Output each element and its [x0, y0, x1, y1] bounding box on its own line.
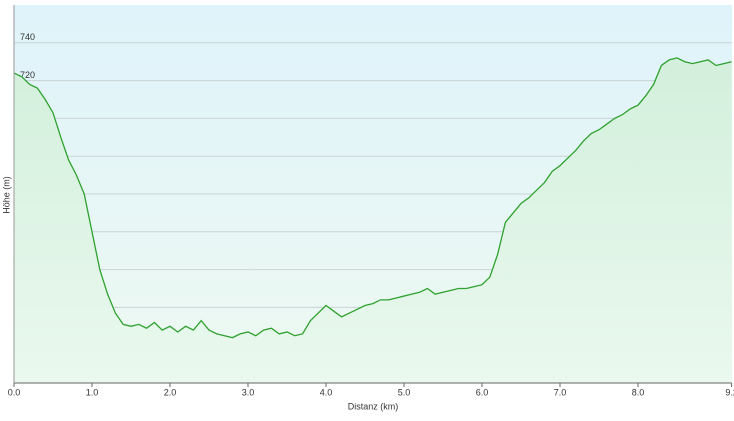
x-tick-label: 3.0 [242, 387, 255, 397]
x-tick-label: 9.2 [725, 387, 734, 397]
y-tick-label: 740 [20, 32, 35, 42]
y-tick-label: 720 [20, 70, 35, 80]
y-axis-title: Höhe (m) [1, 176, 11, 214]
x-tick-label: 7.0 [554, 387, 567, 397]
x-tick-label: 4.0 [320, 387, 333, 397]
x-tick-label: 0.0 [8, 387, 21, 397]
x-tick-label: 8.0 [632, 387, 645, 397]
x-tick-label: 6.0 [476, 387, 489, 397]
elevation-line [13, 57, 732, 339]
area [14, 57, 732, 384]
x-axis-title: Distanz (km) [348, 401, 399, 411]
x-tick-label: 2.0 [164, 387, 177, 397]
x-tick-label: 1.0 [86, 387, 99, 397]
x-tick-label: 5.0 [398, 387, 411, 397]
